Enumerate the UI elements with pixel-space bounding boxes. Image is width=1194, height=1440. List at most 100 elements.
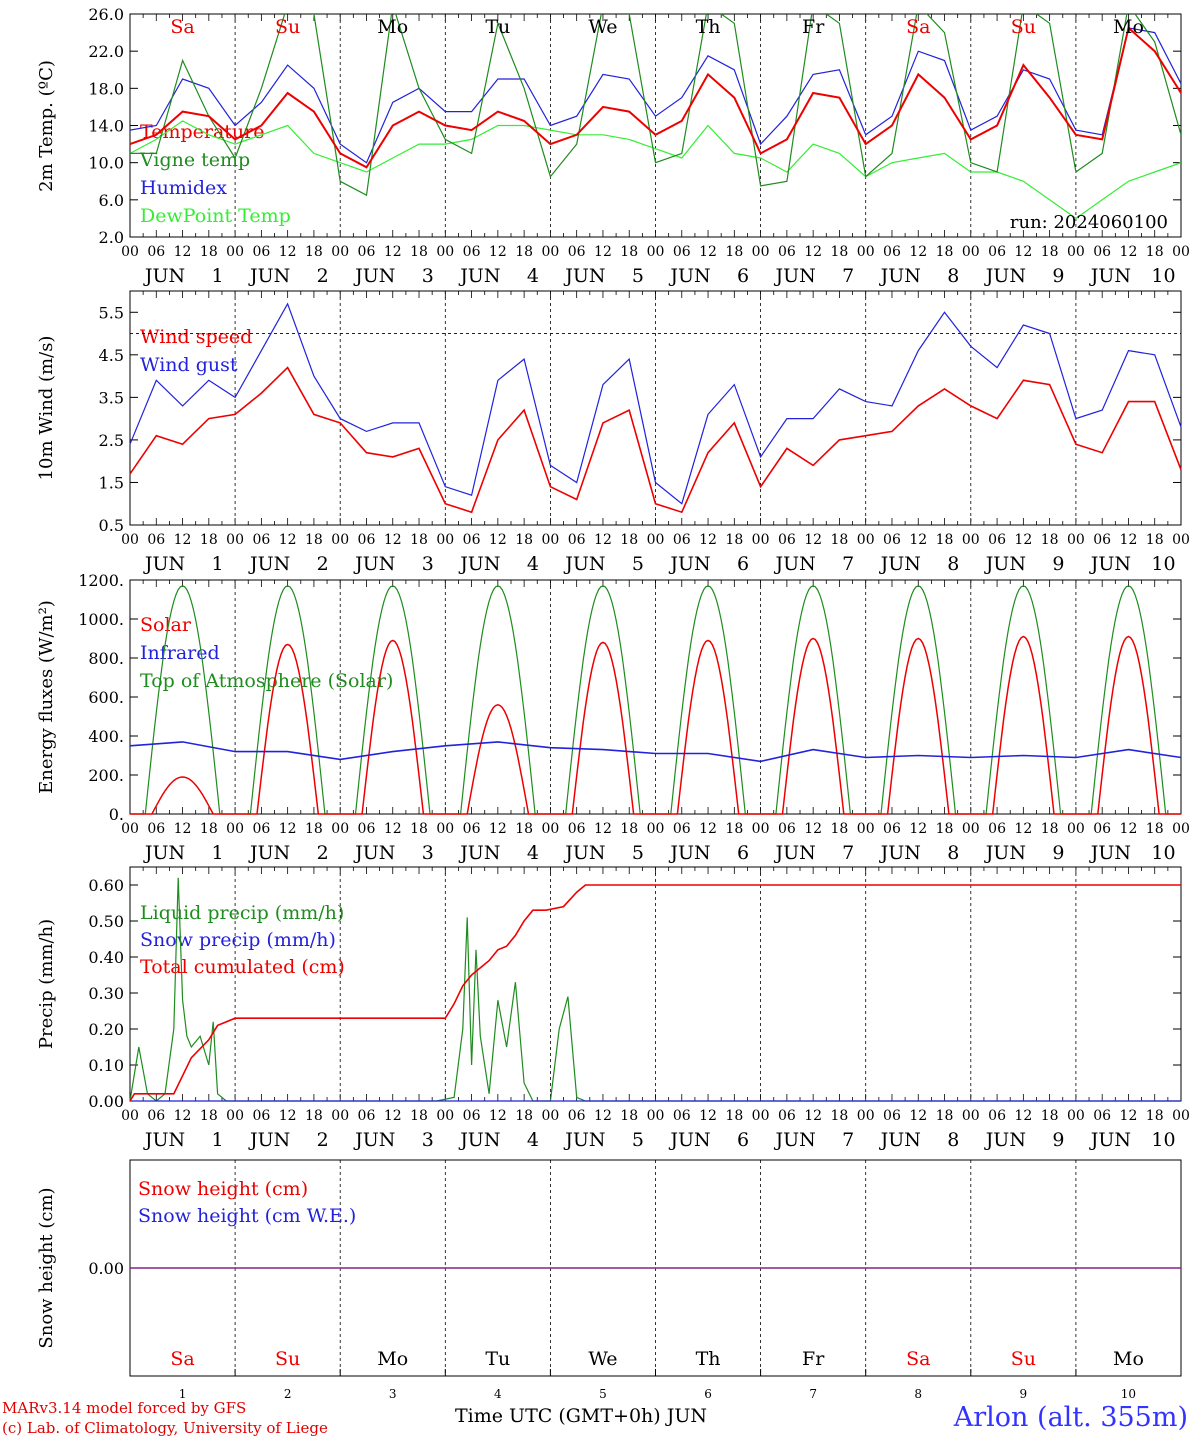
y-tick-label: 1.5 [99,473,124,492]
x-hour-label: 18 [936,532,954,548]
x-hour-label: 06 [252,244,270,260]
solar-line [130,635,1181,815]
x-day-number: 6 [737,553,749,575]
x-month-label: JUN [143,842,185,864]
x-day-number: 5 [632,553,644,575]
x-hour-label: 00 [752,821,770,837]
x-hour-label: 06 [147,1108,165,1124]
x-hour-label: 06 [673,821,691,837]
x-hour-label: 06 [358,821,376,837]
x-month-label: JUN [458,553,500,575]
day-of-week-label: Sa [170,1348,194,1370]
y-tick-label: 18.0 [88,79,124,98]
x-hour-label: 06 [147,821,165,837]
x-day-number: 6 [737,1129,749,1151]
x-month-label: JUN [458,265,500,287]
legend-entry: Liquid precip (mm/h) [140,902,344,924]
x-month-label: JUN [353,1129,395,1151]
x-day-number: 10 [1151,842,1175,864]
x-hour-label: 06 [988,532,1006,548]
legend-entry: Solar [140,614,192,636]
x-hour-label: 12 [594,821,612,837]
y-axis-label: Precip (mm/h) [36,919,57,1049]
x-day-number: 7 [809,1387,817,1401]
x-hour-label: 00 [962,532,980,548]
x-month-label: JUN [984,553,1026,575]
x-day-number: 8 [914,1387,922,1401]
day-of-week-label: Th [696,16,721,38]
x-hour-label: 18 [410,532,428,548]
x-hour-label: 12 [1014,532,1032,548]
x-month-label: JUN [1089,842,1131,864]
x-hour-label: 12 [1014,1108,1032,1124]
day-of-week-label: We [588,16,617,38]
x-day-number: 7 [842,842,854,864]
wind-speed-line [129,366,1182,514]
x-hour-label: 00 [331,532,349,548]
x-day-number: 1 [179,1387,187,1401]
x-month-label: JUN [984,842,1026,864]
x-day-number: 9 [1052,1129,1064,1151]
day-of-week-label: Mo [1113,16,1144,38]
day-of-week-label: Su [1011,16,1036,38]
x-month-label: JUN [563,265,605,287]
x-hour-label: 06 [883,1108,901,1124]
day-of-week-label: Su [275,16,300,38]
y-tick-label: 0.60 [88,876,124,895]
x-hour-label: 12 [384,244,402,260]
x-hour-label: 00 [752,1108,770,1124]
day-of-week-label: We [588,1348,617,1370]
x-hour-label: 12 [909,1108,927,1124]
x-hour-label: 06 [568,821,586,837]
x-hour-label: 12 [489,532,507,548]
x-hour-label: 12 [174,532,192,548]
x-hour-label: 00 [1067,1108,1085,1124]
x-axis-title: Time UTC (GMT+0h) JUN [455,1405,707,1427]
y-tick-label: 0.40 [88,948,124,967]
x-day-number: 5 [632,842,644,864]
x-month-label: JUN [248,1129,290,1151]
x-hour-label: 00 [1172,821,1190,837]
x-hour-label: 18 [1041,1108,1059,1124]
day-of-week-label: Sa [170,16,194,38]
x-day-number: 7 [842,553,854,575]
y-tick-label: 26.0 [88,5,124,24]
x-day-number: 8 [947,1129,959,1151]
x-hour-label: 18 [831,1108,849,1124]
x-hour-label: 18 [1146,821,1164,837]
x-day-number: 10 [1121,1387,1136,1401]
x-hour-label: 00 [541,1108,559,1124]
x-month-label: JUN [668,842,710,864]
x-month-label: JUN [353,553,395,575]
legend-entry: Total cumulated (cm) [140,956,345,978]
x-hour-label: 00 [962,821,980,837]
x-hour-label: 06 [988,244,1006,260]
x-hour-label: 18 [620,244,638,260]
day-of-week-label: Tu [485,16,510,38]
humidex-line [130,27,1181,164]
x-hour-label: 06 [778,1108,796,1124]
x-hour-label: 18 [1041,244,1059,260]
x-hour-label: 00 [121,1108,139,1124]
x-hour-label: 00 [857,244,875,260]
x-month-label: JUN [668,265,710,287]
legend-entry: Snow height (cm) [138,1178,308,1200]
x-day-number: 6 [737,842,749,864]
x-hour-label: 12 [699,244,717,260]
x-month-label: JUN [248,553,290,575]
vigne-temp-line [130,14,1181,197]
y-tick-label: 0. [109,805,124,824]
y-tick-label: 2.0 [99,228,124,247]
x-day-number: 7 [842,265,854,287]
legend-entry: Snow height (cm W.E.) [138,1205,356,1227]
x-hour-label: 00 [647,1108,665,1124]
x-hour-label: 12 [489,821,507,837]
x-hour-label: 18 [725,532,743,548]
x-day-number: 9 [1052,265,1064,287]
x-hour-label: 12 [699,1108,717,1124]
x-hour-label: 06 [463,244,481,260]
x-hour-label: 12 [384,532,402,548]
x-hour-label: 00 [331,244,349,260]
x-day-number: 5 [632,265,644,287]
